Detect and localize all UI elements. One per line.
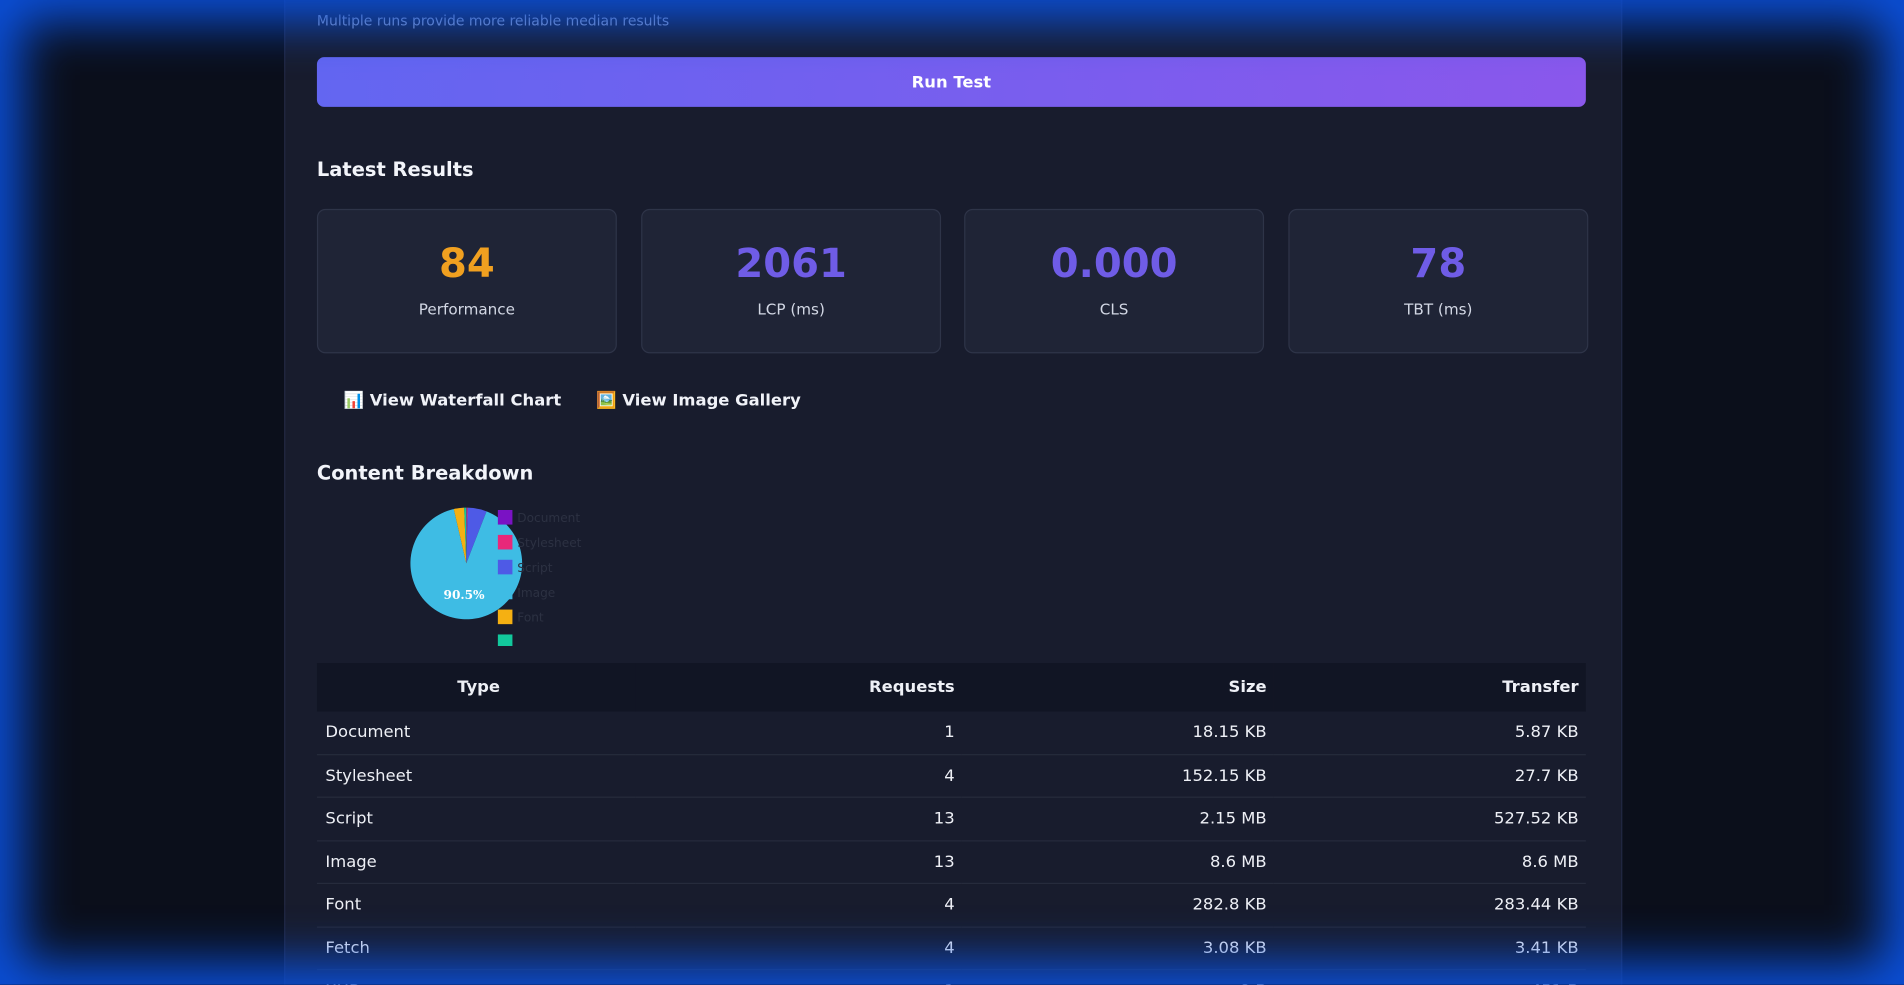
table-cell: 5.87 KB [1273,711,1586,755]
table-cell: 13 [635,840,962,884]
pie-slice [466,507,468,564]
pie-slice [410,508,523,620]
table-cell: 8.6 MB [1273,840,1586,884]
table-cell: XHR [316,969,636,985]
metric-value: 78 [1410,239,1467,287]
table-cell: 3.08 KB [961,926,1274,971]
legend-swatch [497,510,513,525]
table-cell: 282.8 KB [961,883,1274,928]
table-cell: 2.15 MB [961,797,1274,841]
legend-label: Image [517,586,555,600]
pie-slice [466,507,487,564]
legend-label: Document [517,511,580,525]
pie-chart: 90.5% Document Stylesheet Script Image Font [410,507,582,647]
column-header: Size [961,663,1274,712]
metric-label: CLS [1099,299,1129,319]
section-title: Latest Results [316,157,474,181]
metric-card: 78 TBT (ms) [1288,208,1589,354]
pie-slice [464,507,467,564]
table-row: XHR10 B451 B [316,969,1586,985]
gallery-link[interactable]: 🖼️ View Image Gallery [596,391,801,411]
table-cell: 152.15 KB [961,754,1274,798]
table-row: Stylesheet 4 152.15 KB 27.7 KB [316,754,1586,798]
waterfall-link[interactable]: 📊 View Waterfall Chart [343,391,562,411]
table-cell: 4 [635,926,962,971]
metric-card: 2061 LCP (ms) [641,208,942,354]
metric-label: Performance [418,299,515,319]
table-row: Image 13 8.6 MB 8.6 MB [316,840,1586,884]
column-header: Type [316,663,636,712]
table-cell: Script [316,797,636,841]
table-cell: 27.7 KB [1273,754,1586,798]
table-cell: 527.52 KB [1273,797,1586,841]
table-cell: Stylesheet [316,754,636,798]
metric-card: 84 Performance [316,208,617,354]
table-row: Font 4 282.8 KB 283.44 KB [316,883,1586,928]
table-cell: Image [316,840,636,884]
table-cell: 4 [635,883,962,928]
column-header: Transfer [1273,663,1586,712]
table-cell: 451 B [1273,969,1586,985]
table-row: Document 1 18.15 KB 5.87 KB [316,711,1586,755]
table-row: Fetch 4 3.08 KB 3.41 KB [316,926,1586,971]
run-button[interactable]: Run Test [316,57,1586,107]
table-cell: 1 [635,711,962,755]
table-cell: 4 [635,754,962,798]
table-cell: Document [316,711,636,755]
hint: Multiple runs provide more reliable medi… [316,12,670,30]
legend-label: Font [517,611,544,625]
legend-label: Stylesheet [517,536,581,550]
table-cell: 1 [635,969,962,985]
table-cell: 0 B [961,969,1274,985]
breakdown-table: Type Requests Size Transfer Document 1 18.15 K… [316,663,1586,985]
section-title: Content Breakdown [316,461,534,485]
legend-swatch [497,584,513,600]
metric-value: 0.000 [1050,239,1178,287]
table-cell: 13 [635,797,962,841]
metric-label: LCP (ms) [757,299,825,319]
slice-label: 90.5% [444,588,486,602]
pie-slice [453,507,467,564]
column-header: Requests [635,663,962,712]
metric-value: 2061 [735,239,847,287]
metric-value: 84 [439,239,495,287]
table-cell: 3.41 KB [1273,926,1586,971]
legend-swatch [497,534,513,550]
legend-swatch [497,559,513,575]
table-row: Script 13 2.15 MB 527.52 KB [316,797,1586,841]
table-cell: 18.15 KB [961,711,1274,755]
legend-label: Script [517,561,552,575]
table-cell: Fetch [316,926,636,971]
legend-swatch [497,634,513,647]
table-cell: 283.44 KB [1273,883,1586,928]
table-cell: Font [316,883,636,928]
metric-label: TBT (ms) [1404,299,1473,319]
metric-card: 0.000 CLS [964,208,1265,354]
legend-swatch [497,609,513,625]
table-cell: 8.6 MB [961,840,1274,884]
